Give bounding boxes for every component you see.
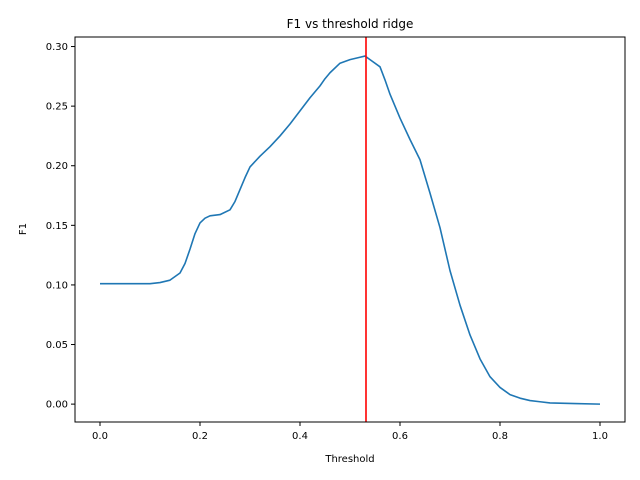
y-tick-label: 0.10 [46,280,68,291]
y-tick-label: 0.00 [46,400,68,411]
x-tick-label: 0.6 [392,431,408,442]
y-axis-label: F1 [18,223,29,235]
y-tick-label: 0.30 [46,42,68,53]
x-tick-label: 1.0 [592,431,608,442]
x-tick-label: 0.0 [92,431,108,442]
y-tick-label: 0.25 [46,102,68,113]
x-tick-label: 0.2 [192,431,208,442]
y-tick-label: 0.15 [46,221,68,232]
y-tick-label: 0.05 [46,340,68,351]
chart-title: F1 vs threshold ridge [287,17,414,31]
y-tick-label: 0.20 [46,161,68,172]
x-tick-label: 0.8 [492,431,508,442]
x-axis-label: Threshold [324,454,374,465]
x-tick-label: 0.4 [292,431,308,442]
